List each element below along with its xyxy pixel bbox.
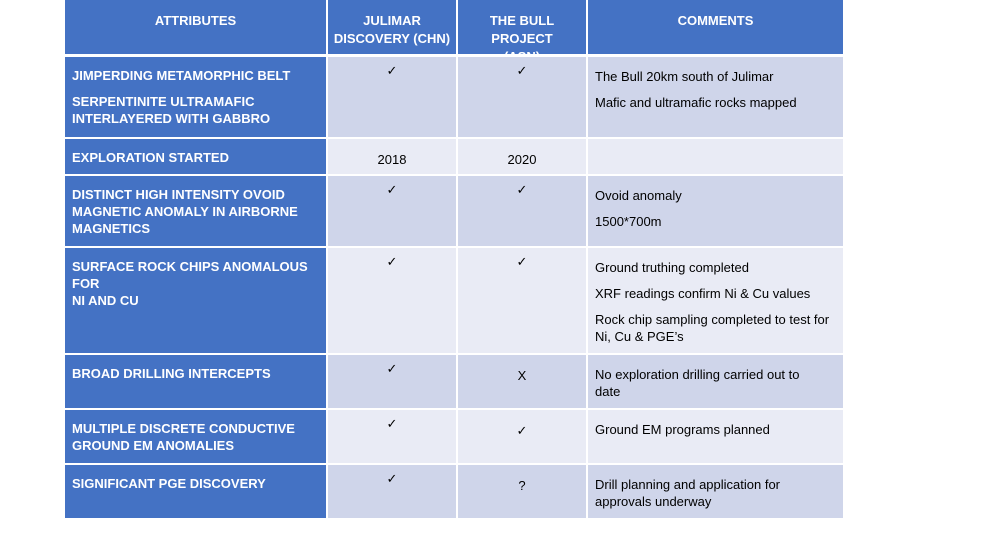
- comment-line: Ground EM programs planned: [595, 422, 770, 437]
- row-attribute: DISTINCT HIGH INTENSITY OVOID MAGNETIC A…: [65, 176, 328, 248]
- row-comments: Ovoid anomaly 1500*700m: [588, 176, 843, 248]
- attribute-line: GROUND EM ANOMALIES: [72, 438, 235, 453]
- comment-line: date: [595, 384, 621, 399]
- bull-value: ✓: [458, 248, 588, 355]
- bull-value: ✓: [458, 410, 588, 465]
- row-comments: Ground EM programs planned: [588, 410, 843, 465]
- bull-value: ✓: [458, 176, 588, 248]
- header-bull-project: THE BULL PROJECT (ASN): [458, 0, 588, 64]
- julimar-value: ✓: [328, 465, 458, 520]
- comment-line: Mafic and ultramafic rocks mapped: [595, 95, 797, 110]
- attribute-line: MULTIPLE DISCRETE CONDUCTIVE: [72, 421, 295, 436]
- attribute-line: INTERLAYERED WITH GABBRO: [72, 111, 271, 126]
- attribute-line: SERPENTINITE ULTRAMAFIC: [72, 94, 255, 109]
- attribute-line: EXPLORATION STARTED: [72, 150, 229, 165]
- row-comments: The Bull 20km south of Julimar Mafic and…: [588, 57, 843, 139]
- attribute-line: SIGNIFICANT PGE DISCOVERY: [72, 476, 266, 491]
- attribute-line: NI AND CU: [72, 293, 139, 308]
- header-attributes: ATTRIBUTES: [65, 0, 328, 57]
- bull-value: X: [458, 355, 588, 410]
- row-comments: Drill planning and application for appro…: [588, 465, 843, 520]
- comment-line: Ni, Cu & PGE’s: [595, 329, 684, 344]
- julimar-value: 2018: [328, 139, 458, 176]
- bull-value: ?: [458, 465, 588, 520]
- julimar-value: ✓: [328, 355, 458, 410]
- row-comments: [588, 139, 843, 176]
- attribute-line: MAGNETIC ANOMALY IN AIRBORNE: [72, 204, 298, 219]
- comparison-table: ATTRIBUTES JULIMAR DISCOVERY (CHN) THE B…: [65, 0, 843, 520]
- comment-line: Ground truthing completed: [595, 260, 749, 275]
- comment-line: 1500*700m: [595, 214, 662, 229]
- comment-line: The Bull 20km south of Julimar: [595, 69, 774, 84]
- bull-value: ✓: [458, 57, 588, 139]
- julimar-value: ✓: [328, 57, 458, 139]
- row-comments: Ground truthing completed XRF readings c…: [588, 248, 843, 355]
- comment-line: Drill planning and application for: [595, 477, 781, 492]
- attribute-line: JIMPERDING METAMORPHIC BELT: [72, 68, 291, 83]
- header-comments: COMMENTS: [588, 0, 843, 57]
- attribute-line: DISTINCT HIGH INTENSITY OVOID: [72, 187, 285, 202]
- attribute-line: BROAD DRILLING INTERCEPTS: [72, 366, 271, 381]
- row-attribute: SURFACE ROCK CHIPS ANOMALOUS FOR NI AND …: [65, 248, 328, 355]
- row-attribute: JIMPERDING METAMORPHIC BELT SERPENTINITE…: [65, 57, 328, 139]
- comment-line: No exploration drilling carried out to: [595, 367, 800, 382]
- row-attribute: EXPLORATION STARTED: [65, 139, 328, 176]
- comment-line: Rock chip sampling completed to test for: [595, 312, 830, 327]
- row-comments: No exploration drilling carried out to d…: [588, 355, 843, 410]
- row-attribute: SIGNIFICANT PGE DISCOVERY: [65, 465, 328, 520]
- julimar-value: ✓: [328, 176, 458, 248]
- attribute-line: MAGNETICS: [72, 221, 150, 236]
- comment-line: Ovoid anomaly: [595, 188, 682, 203]
- comment-line: XRF readings confirm Ni & Cu values: [595, 286, 811, 301]
- comment-line: approvals underway: [595, 494, 712, 509]
- julimar-value: ✓: [328, 248, 458, 355]
- julimar-value: ✓: [328, 410, 458, 465]
- attribute-line: SURFACE ROCK CHIPS ANOMALOUS FOR: [72, 259, 308, 291]
- bull-value: 2020: [458, 139, 588, 176]
- row-attribute: BROAD DRILLING INTERCEPTS: [65, 355, 328, 410]
- header-julimar: JULIMAR DISCOVERY (CHN): [328, 0, 458, 57]
- row-attribute: MULTIPLE DISCRETE CONDUCTIVE GROUND EM A…: [65, 410, 328, 465]
